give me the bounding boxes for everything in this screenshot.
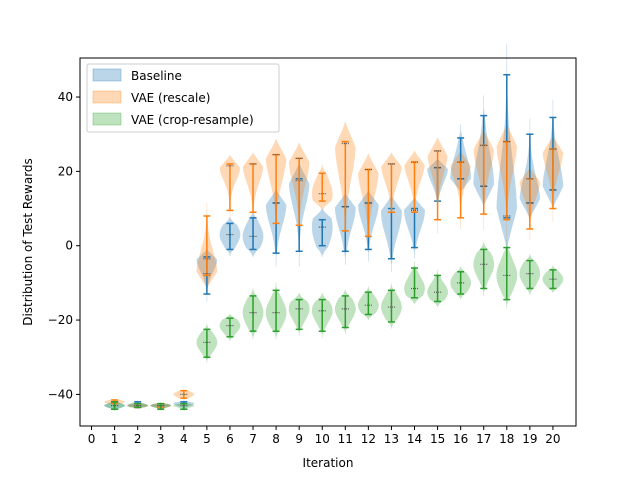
y-tick-label: −20 — [48, 313, 73, 327]
legend-swatch-baseline — [92, 68, 122, 82]
y-tick-label: −40 — [48, 387, 73, 401]
x-tick-label: 14 — [407, 432, 422, 446]
plot-frame — [79, 57, 577, 427]
legend-label-baseline: Baseline — [131, 69, 182, 83]
x-tick-label: 5 — [203, 432, 211, 446]
legend-label-vae-rescale: VAE (rescale) — [131, 91, 210, 105]
x-tick-label: 19 — [522, 432, 537, 446]
x-tick-label: 16 — [453, 432, 468, 446]
x-tick-label: 4 — [180, 432, 188, 446]
x-tick-label: 10 — [315, 432, 330, 446]
legend-label-vae-crop-resample: VAE (crop-resample) — [131, 113, 254, 127]
x-tick-label: 9 — [295, 432, 303, 446]
legend-swatch-vae-rescale — [92, 90, 122, 104]
legend-swatch-vae-crop-resample — [92, 112, 122, 126]
legend-frame — [86, 63, 280, 133]
legend: Baseline VAE (rescale) VAE (crop-resampl… — [86, 63, 280, 133]
x-tick-label: 3 — [157, 432, 165, 446]
y-axis-label: Distribution of Test Rewards — [21, 158, 35, 326]
y-tick-label: 0 — [65, 239, 73, 253]
x-tick-label: 12 — [361, 432, 376, 446]
x-tick-label: 7 — [249, 432, 257, 446]
y-tick-label: 20 — [58, 164, 73, 178]
x-tick-label: 0 — [88, 432, 96, 446]
x-tick-label: 18 — [499, 432, 514, 446]
x-axis-ticks: 0 1 2 3 4 5 6 7 8 9 10 11 12 13 14 15 16 17 18 19 20 — [88, 426, 561, 446]
x-tick-label: 15 — [430, 432, 445, 446]
whiskers-layer — [111, 73, 557, 411]
y-axis-ticks: −40 −20 0 20 40 — [48, 90, 80, 401]
x-tick-label: 8 — [272, 432, 280, 446]
x-tick-label: 2 — [134, 432, 142, 446]
x-tick-label: 1 — [111, 432, 119, 446]
x-axis-label: Iteration — [303, 456, 354, 470]
x-tick-label: 11 — [338, 432, 353, 446]
x-tick-label: 17 — [476, 432, 491, 446]
x-tick-label: 6 — [226, 432, 234, 446]
x-tick-label: 13 — [384, 432, 399, 446]
y-tick-label: 40 — [58, 90, 73, 104]
x-tick-label: 20 — [545, 432, 560, 446]
